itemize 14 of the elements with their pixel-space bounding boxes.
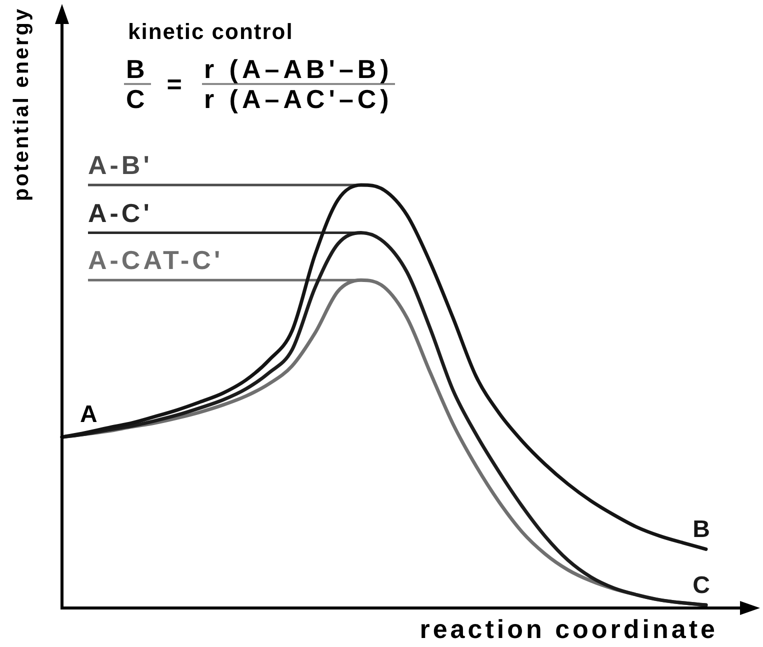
y-axis-title: potential energy [10, 6, 33, 202]
ref-line-label: A-C' [88, 198, 152, 228]
ref-line-label: A-CAT-C' [88, 245, 224, 276]
series-label: C [692, 572, 710, 600]
text: B [124, 54, 151, 85]
annotation: A [80, 401, 98, 428]
chart-title: kinetic control [128, 19, 294, 44]
series-label: B [692, 516, 710, 544]
text: C [125, 84, 150, 114]
text: r (A–AC'–C) [202, 84, 394, 114]
ref-line-label: A-B' [88, 150, 152, 180]
text: = [166, 68, 186, 100]
x-axis-title: reaction coordinate [420, 614, 718, 644]
text: r (A–AB'–B) [202, 54, 395, 85]
